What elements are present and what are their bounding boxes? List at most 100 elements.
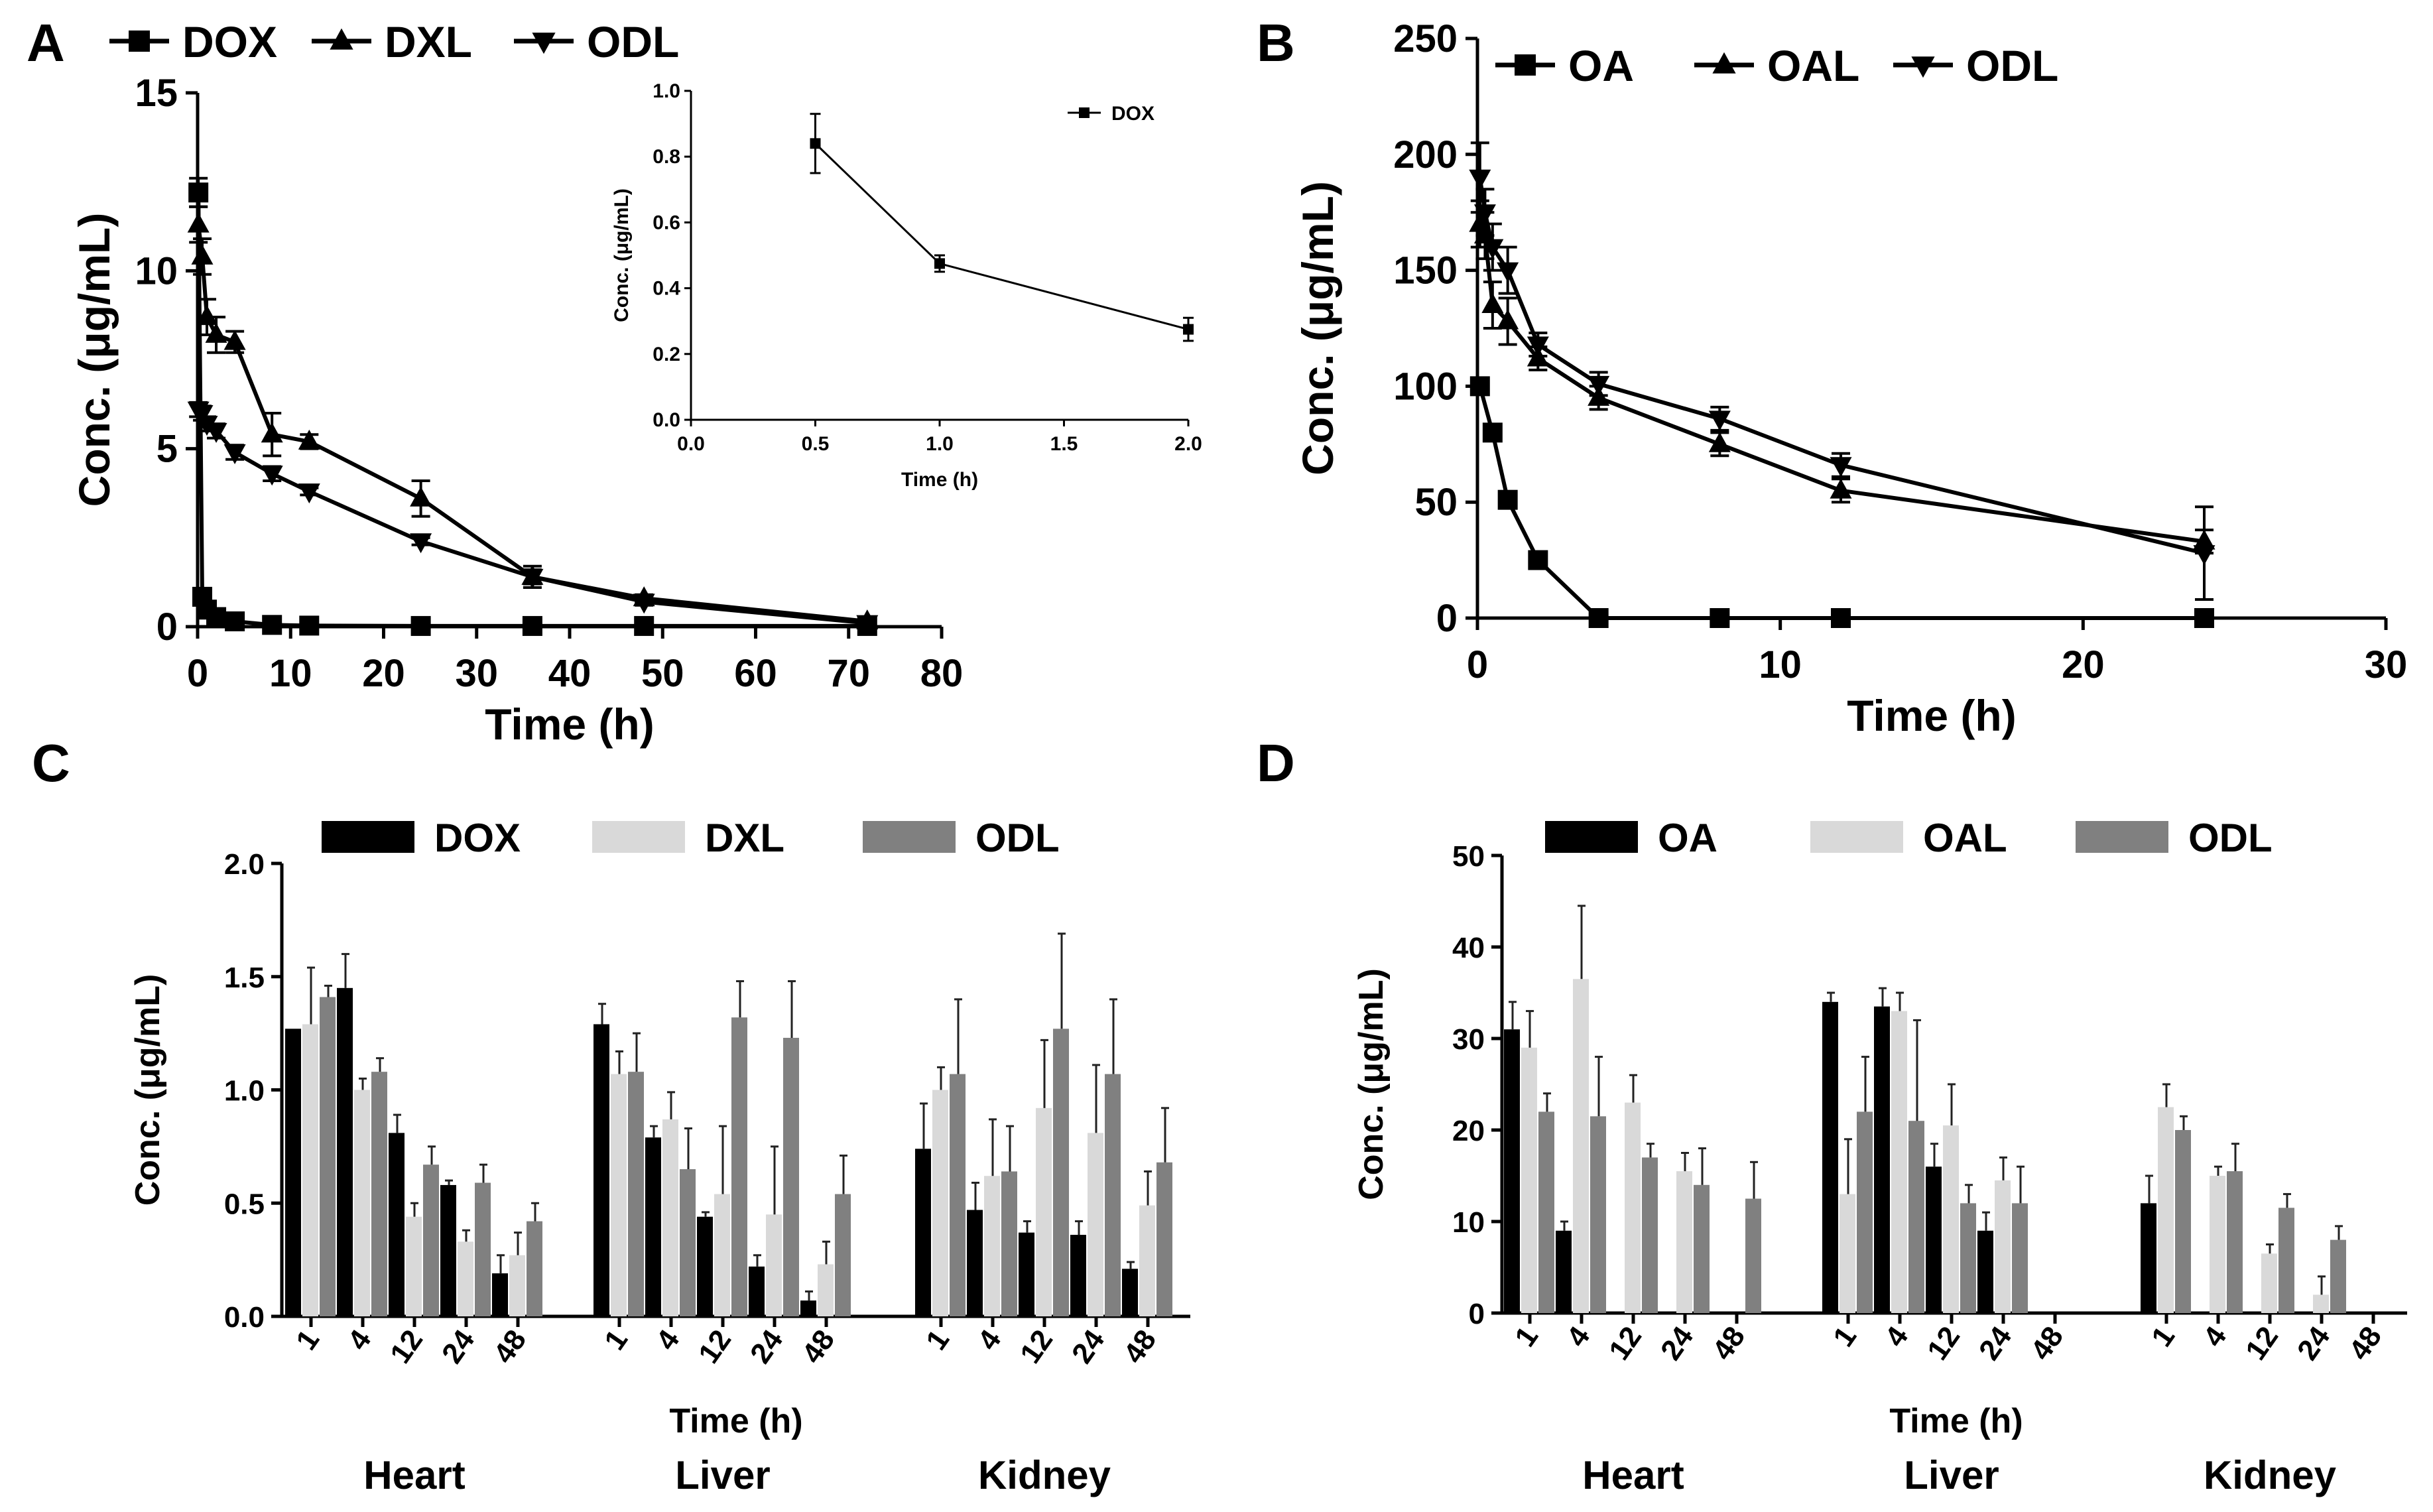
bar-odl bbox=[2330, 1239, 2346, 1313]
y-tick-label: 5 bbox=[156, 428, 178, 471]
organ-label-liver: Liver bbox=[1904, 1453, 1999, 1497]
x-tick-label: 4 bbox=[1879, 1320, 1914, 1353]
x-tick-label: 48 bbox=[2343, 1321, 2388, 1366]
y-tick-label: 0.5 bbox=[224, 1188, 265, 1220]
x-tick-label: 12 bbox=[2239, 1321, 2284, 1366]
bar-odl bbox=[1156, 1162, 1172, 1316]
x-tick-label: 0 bbox=[1467, 643, 1488, 686]
legend-label-dxl: DXL bbox=[705, 816, 784, 860]
organ-label-kidney: Kidney bbox=[2204, 1453, 2337, 1497]
legend-label-oal: OAL bbox=[1767, 41, 1859, 90]
data-point-oa bbox=[1588, 608, 1609, 628]
y-axis-title: Conc. (μg/mL) bbox=[1293, 181, 1342, 475]
x-tick-label: 1 bbox=[290, 1324, 326, 1356]
data-point-oa bbox=[1469, 376, 1490, 397]
legend-label-dox: DOX bbox=[434, 816, 521, 860]
inset-y-tick-label: 0.8 bbox=[653, 146, 680, 168]
data-point-oa bbox=[1710, 608, 1730, 628]
x-tick-label: 60 bbox=[734, 652, 777, 695]
inset-y-tick-label: 0.2 bbox=[653, 344, 680, 365]
data-point-odl bbox=[410, 533, 432, 554]
organ-label-kidney: Kidney bbox=[978, 1453, 1111, 1497]
bar-dox bbox=[915, 1149, 931, 1316]
x-tick-label: 4 bbox=[342, 1324, 377, 1356]
inset-data-point bbox=[1183, 324, 1194, 335]
bar-oal bbox=[1995, 1180, 2011, 1313]
group-heart: 1 4 12 24 48 Heart bbox=[1504, 905, 1761, 1497]
x-tick-label: 10 bbox=[269, 652, 312, 695]
x-tick-label: 70 bbox=[827, 652, 870, 695]
bar-dox bbox=[1070, 1235, 1086, 1316]
y-tick-label: 150 bbox=[1393, 249, 1458, 292]
bar-oal bbox=[2210, 1176, 2225, 1313]
x-tick-label: 80 bbox=[920, 652, 964, 695]
organ-label-heart: Heart bbox=[1582, 1453, 1684, 1497]
x-tick-label: 24 bbox=[1973, 1320, 2019, 1366]
legend-label-oa: OA bbox=[1658, 816, 1717, 860]
data-point-odl bbox=[856, 615, 879, 635]
x-tick-label: 24 bbox=[744, 1324, 790, 1369]
group-liver: 1 4 12 24 48 Liver bbox=[1822, 987, 2070, 1497]
x-tick-label: 30 bbox=[2365, 643, 2408, 686]
x-tick-label: 30 bbox=[455, 652, 498, 695]
data-point-dox bbox=[225, 611, 245, 631]
inset-y-tick-label: 0.0 bbox=[653, 409, 680, 431]
bar-oa bbox=[1556, 1230, 1572, 1313]
bar-dox bbox=[749, 1266, 765, 1316]
series-line-dox bbox=[196, 192, 867, 628]
bar-dox bbox=[645, 1137, 661, 1316]
legend-label-dxl: DXL bbox=[385, 17, 472, 66]
bar-oal bbox=[1573, 979, 1589, 1313]
legend-label-oal: OAL bbox=[1923, 816, 2007, 860]
legend-label-odl: ODL bbox=[2188, 816, 2273, 860]
legend-swatch-odl bbox=[2076, 821, 2168, 853]
y-tick-label: 50 bbox=[1452, 840, 1485, 873]
x-tick-label: 4 bbox=[650, 1324, 686, 1356]
y-tick-label: 20 bbox=[1452, 1115, 1485, 1147]
x-tick-label: 4 bbox=[1560, 1320, 1596, 1353]
y-tick-label: 200 bbox=[1393, 133, 1458, 176]
data-point-dxl bbox=[410, 486, 432, 507]
bar-odl bbox=[680, 1169, 696, 1316]
legend-label-odl: ODL bbox=[975, 816, 1060, 860]
data-point-oa bbox=[2194, 608, 2214, 628]
y-tick-label: 0 bbox=[156, 605, 178, 649]
inset-y-tick-label: 1.0 bbox=[653, 80, 680, 102]
bar-odl bbox=[2227, 1171, 2243, 1313]
y-axis-title: Conc. (μg/mL) bbox=[129, 974, 167, 1206]
bar-oa bbox=[1926, 1166, 1942, 1313]
legend-label-dox: DOX bbox=[182, 17, 277, 66]
x-tick-label: 12 bbox=[384, 1324, 429, 1369]
bar-oal bbox=[1625, 1102, 1641, 1313]
bar-odl bbox=[527, 1221, 542, 1316]
data-point-odl bbox=[205, 422, 227, 443]
bar-odl bbox=[835, 1194, 851, 1316]
x-tick-label: 1 bbox=[2145, 1321, 2181, 1353]
x-tick-label: 1 bbox=[598, 1324, 634, 1356]
data-point-odl bbox=[1708, 410, 1731, 431]
legend-label-odl: ODL bbox=[1966, 41, 2058, 90]
legend-marker-odl bbox=[1911, 56, 1935, 78]
data-point-oa bbox=[1831, 608, 1851, 628]
inset-series-line bbox=[814, 143, 1189, 331]
x-tick-label: 0 bbox=[187, 652, 208, 695]
bar-odl bbox=[371, 1072, 387, 1316]
panel-a-line-chart: 0 10 20 30 40 50 60 70 80 0 5 10 15 Time (h) Conc. (μg… bbox=[70, 17, 1202, 749]
data-point-dox bbox=[206, 607, 227, 627]
inset-y-tick-label: 0.4 bbox=[653, 278, 680, 300]
x-tick-label: 4 bbox=[971, 1324, 1007, 1356]
legend-swatch-dxl bbox=[592, 821, 685, 853]
y-tick-label: 10 bbox=[135, 249, 178, 292]
x-tick-label: 48 bbox=[1706, 1321, 1751, 1366]
y-tick-label: 30 bbox=[1452, 1023, 1485, 1056]
y-axis-title: Conc. (μg/mL) bbox=[1352, 968, 1391, 1200]
panel-label-a: A bbox=[27, 13, 65, 72]
data-point-odl bbox=[1588, 375, 1610, 396]
y-tick-label: 1.0 bbox=[224, 1075, 265, 1107]
series-oa bbox=[1469, 376, 2214, 628]
y-axis-title: Conc. (μg/mL) bbox=[70, 213, 119, 507]
x-axis-title: Time (h) bbox=[485, 700, 654, 749]
data-point-oal bbox=[1708, 432, 1731, 452]
series-line-oa bbox=[1477, 385, 2204, 620]
legend-marker-oa bbox=[1515, 54, 1536, 76]
